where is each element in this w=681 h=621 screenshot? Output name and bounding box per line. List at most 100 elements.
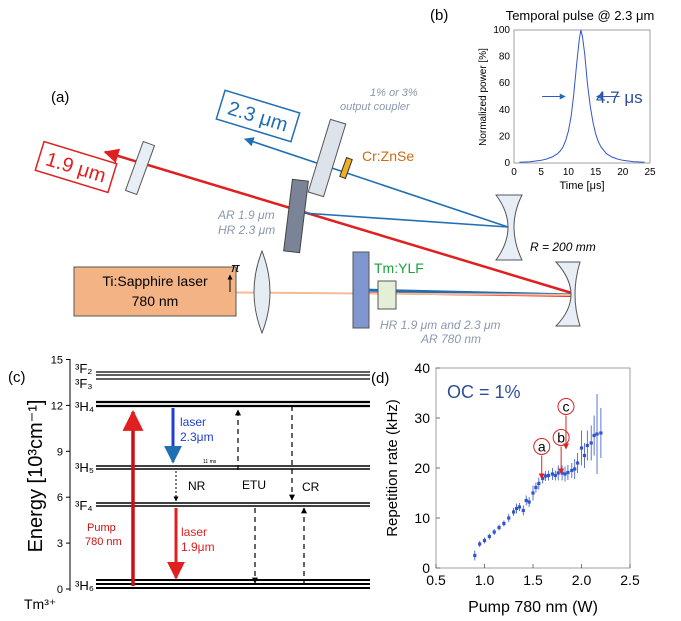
hr-label-2: AR 780 nm (420, 332, 481, 346)
etu-label: ETU (242, 478, 266, 492)
hr-mirror (352, 251, 370, 329)
energy-axis-label: Energy [10³cm⁻¹] (25, 400, 47, 553)
rate-point (579, 446, 584, 450)
rate-point (585, 443, 589, 448)
rate-ytick: 20 (414, 460, 430, 476)
level-3f3-label: ³F₃ (75, 376, 93, 391)
rate-xtick: 2.0 (572, 572, 592, 588)
pulse-xlabel: Time [μs] (559, 180, 604, 192)
energy-tick-label: 0 (57, 584, 63, 596)
rate-point (473, 553, 477, 558)
rate-point (478, 542, 482, 546)
cr-znse-crystal (339, 156, 353, 180)
output-coupler (307, 118, 347, 198)
rate-point (517, 505, 522, 509)
pulse-ytick: 0 (504, 158, 510, 169)
pump-label-2: 780 nm (85, 536, 122, 548)
beam-2-3um (244, 137, 509, 228)
rate-point (573, 467, 577, 471)
mirror-radius-label: R = 200 mm (530, 240, 596, 254)
level-3h6-label: ³H₆ (75, 578, 94, 593)
output-2-3-box: 2.3 μm (215, 89, 301, 143)
rate-point (582, 453, 587, 458)
rate-point (550, 472, 554, 476)
coupler-label-2: output coupler (340, 101, 411, 113)
panel-d: (d) Pump 780 nm (W) Repetition rate (kHz… (371, 360, 640, 616)
pulse-ytick: 80 (499, 52, 511, 63)
fwhm-label: 4.7 μs (596, 88, 643, 107)
rate-point (521, 508, 525, 513)
laser-box (73, 266, 237, 317)
panel-b: (b) Temporal pulse @ 2.3 μm Time [μs] No… (430, 7, 656, 192)
ion-label: Tm³⁺ (24, 596, 56, 612)
rate-point (534, 485, 538, 490)
rate-xlabel: Pump 780 nm (W) (468, 599, 598, 616)
laser-label-2: 780 nm (132, 293, 179, 309)
rate-point (512, 510, 516, 514)
pulse-ytick: 20 (499, 131, 511, 142)
rate-ytick: 30 (414, 410, 430, 426)
rate-ytick: 10 (414, 510, 430, 526)
marker-label: a (538, 439, 546, 455)
rate-ytick: 0 (422, 560, 430, 576)
rate-point (537, 481, 541, 486)
laser-label-1: Ti:Sapphire laser (102, 273, 208, 289)
nr-label: NR (188, 479, 206, 493)
panel-c-label: (c) (8, 369, 26, 386)
rate-point (541, 476, 545, 481)
curved-mirror-2 (554, 261, 581, 327)
rate-point (487, 534, 491, 539)
rate-xtick: 2.5 (620, 572, 640, 588)
curved-mirror-r200 (495, 194, 523, 261)
rate-point (497, 525, 501, 530)
focusing-lens (253, 249, 271, 335)
rate-point (507, 516, 511, 520)
beam-blue-1 (302, 212, 509, 228)
level-3f2-label: ³F₂ (75, 361, 92, 376)
pulse-curve (519, 29, 645, 163)
rate-point (592, 433, 596, 438)
oc-annotation: OC = 1% (447, 382, 521, 402)
beam-1-9um (103, 148, 576, 296)
laser-2-3-label-2: 2.3μm (180, 430, 214, 444)
crystal-tm-label: Tm:YLF (374, 260, 424, 276)
energy-tick-label: 6 (57, 492, 63, 504)
pulse-xtick: 10 (563, 167, 575, 178)
energy-tick-label: 9 (57, 446, 63, 458)
rate-point (514, 506, 519, 511)
level-3h5-label: ³H₅ (75, 460, 94, 475)
pulse-ytick: 100 (493, 25, 510, 36)
panel-a: (a) Ti:Sapphire laser 780 nm π (34, 87, 596, 346)
pulse-xtick: 0 (511, 167, 517, 178)
pump-label-1: Pump (87, 522, 116, 534)
rate-point (556, 471, 560, 475)
marker-label: c (562, 399, 569, 415)
dichroic-label-1: AR 1.9 μm (217, 208, 275, 222)
rate-point (576, 461, 580, 465)
rate-point (546, 473, 551, 478)
crystal-cr-label: Cr:ZnSe (362, 148, 414, 164)
rate-xtick: 1.0 (475, 572, 495, 588)
tiny-label: 11 ms (203, 459, 217, 465)
pulse-ytick: 60 (499, 78, 511, 89)
marker-arrowhead (562, 443, 569, 450)
energy-tick-label: 12 (51, 400, 63, 412)
tm-ylf-crystal (377, 280, 397, 310)
pulse-xtick: 15 (590, 167, 602, 178)
rate-point (599, 431, 603, 435)
panel-b-label: (b) (430, 7, 448, 24)
pulse-plot-frame (513, 29, 651, 164)
rate-point (563, 472, 567, 476)
marker-circle (552, 429, 570, 446)
energy-tick-label: 3 (57, 538, 63, 550)
pulse-xtick: 25 (644, 167, 656, 178)
rate-point (492, 530, 496, 534)
output-mirror-1-9 (124, 140, 156, 196)
panel-c: (c) Energy [10³cm⁻¹] 0 3 6 9 12 15 Tm³⁺ ³F₂ ³… (8, 355, 370, 612)
energy-tick-label: 15 (51, 355, 63, 367)
laser-1-9-label-2: 1.9μm (181, 540, 215, 554)
energy-levels (96, 371, 370, 589)
hr-label-1: HR 1.9 μm and 2.3 μm (380, 318, 501, 332)
cr-label: CR (302, 480, 320, 494)
